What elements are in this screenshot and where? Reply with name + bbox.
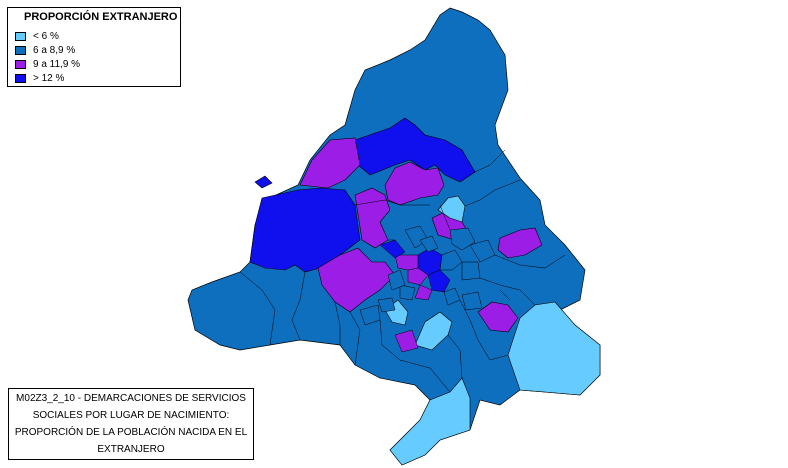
legend-item-gt12: > 12 %	[15, 72, 64, 84]
exclave-northwest	[254, 175, 273, 189]
legend-item-lt6: < 6 %	[15, 30, 59, 42]
district-southeast-low	[507, 301, 601, 396]
legend-label: 9 a 11,9 %	[33, 58, 81, 70]
district-south-center-low	[414, 311, 453, 351]
district-east-mid	[497, 227, 543, 259]
madrid-city-districts	[359, 225, 496, 353]
legend-title: PROPORCIÓN EXTRANJERO	[24, 11, 178, 23]
legend-swatch	[15, 45, 26, 55]
legend-swatch	[15, 31, 26, 41]
district-south-low	[389, 377, 471, 466]
district-boundaries	[239, 149, 566, 393]
district-northwest-mid	[299, 137, 361, 189]
legend-item-6to89: 6 a 8,9 %	[15, 44, 75, 56]
legend-swatch	[15, 73, 26, 83]
district-southwest-mid	[317, 247, 396, 313]
caption-line: EXTRANJERO	[97, 444, 165, 455]
caption-line: M02Z3_2_10 - DEMARCACIONES DE SERVICIOS	[16, 393, 246, 404]
map-legend: PROPORCIÓN EXTRANJERO < 6 % 6 a 8,9 % 9 …	[7, 7, 181, 87]
district-north-high	[354, 117, 476, 183]
district-center-west-mid	[354, 187, 391, 249]
legend-label: > 12 %	[33, 72, 65, 84]
legend-swatch	[15, 59, 26, 69]
district-southeast-mid	[477, 301, 519, 333]
legend-item-9to119: 9 a 11,9 %	[15, 58, 80, 70]
caption-line: PROPORCIÓN DE LA POBLACIÓN NACIDA EN EL	[14, 427, 248, 438]
caption-line: SOCIALES POR LUGAR DE NACIMIENTO:	[32, 410, 230, 421]
map-caption: M02Z3_2_10 - DEMARCACIONES DE SERVICIOS …	[8, 388, 254, 460]
district-north-mid	[384, 161, 445, 206]
legend-label: < 6 %	[33, 30, 59, 42]
legend-label: 6 a 8,9 %	[33, 44, 76, 56]
